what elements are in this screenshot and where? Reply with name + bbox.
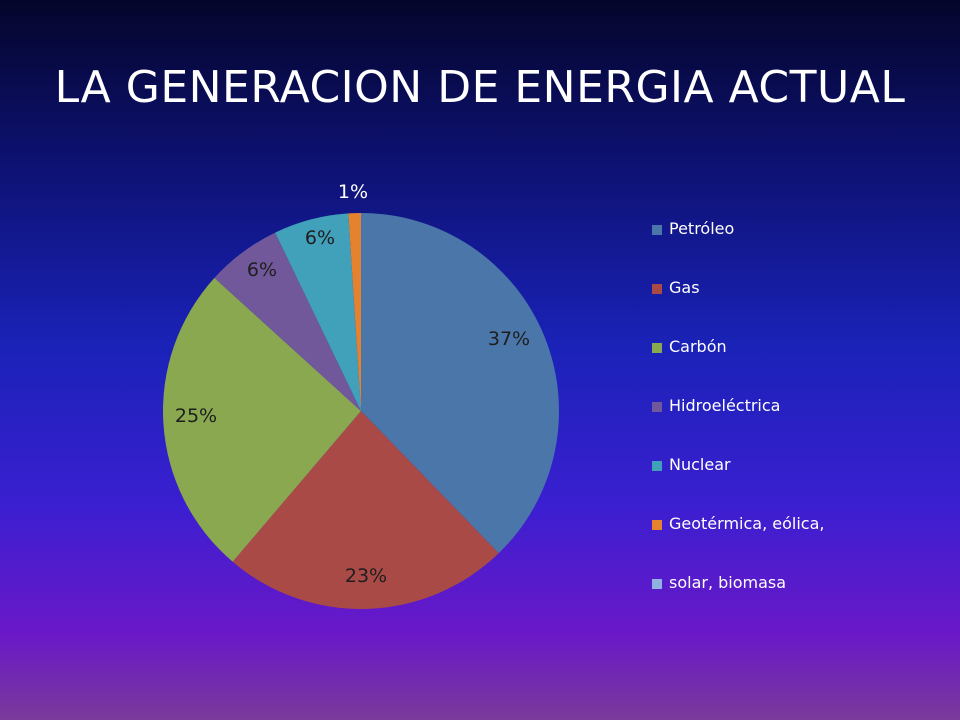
- pie-slice-3: [163, 277, 361, 562]
- data-label-1: 37%: [488, 328, 530, 350]
- legend-label: Geotérmica, eólica,: [669, 514, 825, 533]
- data-label-6: 1%: [338, 181, 368, 203]
- pie-slice-6: [348, 213, 361, 411]
- legend-swatch: [652, 343, 662, 353]
- pie-slice-4: [214, 232, 361, 411]
- pie-slice-2: [232, 411, 499, 609]
- legend-swatch: [652, 225, 662, 235]
- legend-swatch: [652, 284, 662, 294]
- slide-title: LA GENERACION DE ENERGIA ACTUAL: [54, 62, 906, 113]
- legend-label: solar, biomasa: [669, 573, 787, 592]
- pie-slice-1: [361, 213, 559, 554]
- legend-swatch: [652, 520, 662, 530]
- legend-swatch: [652, 461, 662, 471]
- data-label-4: 6%: [247, 259, 277, 281]
- legend-label: Nuclear: [669, 455, 731, 474]
- legend-label: Hidroeléctrica: [669, 396, 781, 415]
- data-label-2: 23%: [345, 565, 387, 587]
- legend-label: Petróleo: [669, 219, 735, 238]
- legend-label: Gas: [669, 278, 700, 297]
- legend-label: Carbón: [669, 337, 727, 356]
- pie-slice-5: [275, 213, 361, 411]
- data-label-5: 6%: [305, 227, 335, 249]
- legend-swatch: [652, 579, 662, 589]
- data-label-3: 25%: [175, 405, 217, 427]
- legend-swatch: [652, 402, 662, 412]
